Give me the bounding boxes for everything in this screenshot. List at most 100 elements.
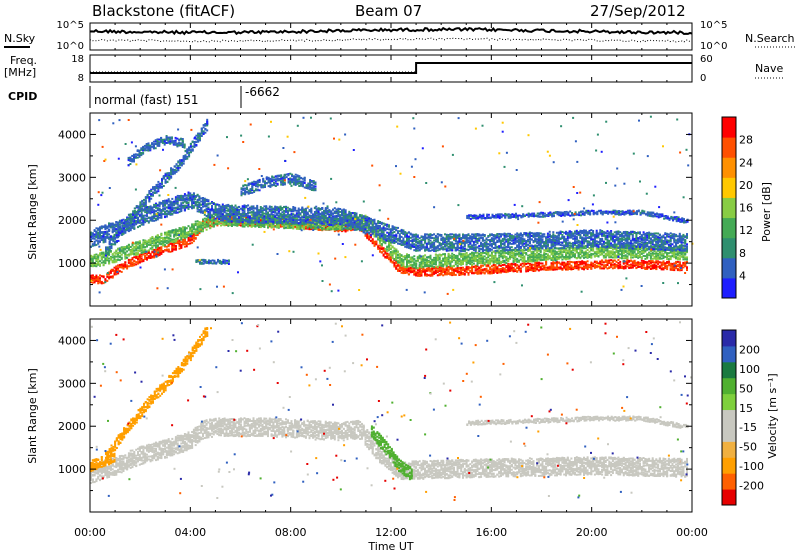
echo-cell [375, 243, 377, 245]
echo-cell [520, 270, 522, 272]
echo-cell [565, 267, 567, 269]
echo-cell [534, 256, 536, 258]
echo-cell [159, 243, 161, 245]
echo-cell [150, 254, 152, 256]
echo-cell [484, 272, 486, 274]
echo-cell [551, 265, 553, 267]
echo-cell [498, 269, 500, 271]
echo-cell [114, 267, 116, 269]
echo-cell [124, 261, 126, 263]
echo-cell [507, 260, 509, 262]
echo-cell [236, 224, 238, 226]
echo-cell [570, 261, 572, 263]
echo-cell [130, 265, 132, 267]
echo-cell [92, 279, 94, 281]
echo-cell [475, 267, 477, 269]
echo-cell [435, 264, 437, 266]
echo-cell [254, 225, 256, 227]
echo-cell [179, 230, 181, 232]
echo-cell [173, 240, 175, 242]
echo-cell [543, 254, 545, 256]
echo-cell [415, 275, 417, 277]
echo-cell [578, 261, 580, 263]
echo-cell [527, 255, 529, 257]
echo-cell [168, 237, 170, 239]
echo-cell [182, 236, 184, 238]
echo-cell [424, 270, 426, 272]
echo-cell [119, 256, 121, 258]
echo-cell [554, 255, 556, 257]
echo-cell [439, 266, 441, 268]
echo-cell [477, 264, 479, 266]
echo-cell [578, 269, 580, 271]
echo-cell [153, 242, 155, 244]
echo-cell [328, 219, 330, 221]
echo-cell [180, 241, 182, 243]
echo-cell [538, 266, 540, 268]
echo-cell [189, 237, 191, 239]
echo-cell [366, 236, 368, 238]
echo-cell [469, 267, 471, 269]
echo-cell [533, 251, 535, 253]
echo-cell [431, 265, 433, 267]
echo-cell [130, 252, 132, 254]
echo-cell [543, 259, 545, 261]
echo-cell [182, 234, 184, 236]
echo-cell [117, 259, 119, 261]
echo-cell [444, 264, 446, 266]
echo-cell [601, 260, 603, 262]
echo-cell [142, 260, 144, 262]
echo-cell [162, 238, 164, 240]
echo-cell [408, 265, 410, 267]
echo-cell [644, 267, 646, 269]
echo-cell [514, 264, 516, 266]
echo-cell [630, 265, 632, 267]
echo-cell [218, 221, 220, 223]
echo-cell [404, 255, 406, 257]
echo-cell [142, 244, 144, 246]
echo-cell [563, 266, 565, 268]
echo-cell [576, 267, 578, 269]
echo-cell [148, 240, 150, 242]
echo-cell [468, 259, 470, 261]
echo-cell [625, 267, 627, 269]
echo-cell [475, 258, 477, 260]
echo-cell [193, 231, 195, 233]
echo-cell [395, 268, 397, 270]
echo-cell [139, 240, 141, 242]
echo-cell [412, 264, 414, 266]
echo-cell [108, 263, 110, 265]
echo-cell [558, 255, 560, 257]
echo-cell [191, 233, 193, 235]
echo-cell [484, 255, 486, 257]
echo-cell [141, 259, 143, 261]
echo-cell [160, 253, 162, 255]
echo-cell [133, 249, 135, 251]
echo-cell [415, 263, 417, 265]
echo-cell [204, 222, 206, 224]
echo-cell [421, 270, 423, 272]
echo-cell [556, 258, 558, 260]
echo-cell [114, 270, 116, 272]
echo-cell [139, 261, 141, 263]
echo-cell [448, 273, 450, 275]
echo-cell [538, 259, 540, 261]
echo-cell [608, 259, 610, 261]
echo-cell [166, 246, 168, 248]
echo-cell [300, 226, 302, 228]
echo-cell [428, 268, 430, 270]
echo-cell [514, 253, 516, 255]
echo-cell [634, 265, 636, 267]
echo-cell [554, 267, 556, 269]
echo-cell [117, 252, 119, 254]
echo-cell [433, 259, 435, 261]
echo-cell [504, 256, 506, 258]
echo-cell [195, 237, 197, 239]
echo-cell [534, 266, 536, 268]
echo-cell [99, 253, 101, 255]
echo-cell [516, 264, 518, 266]
echo-cell [401, 260, 403, 262]
echo-cell [487, 253, 489, 255]
echo-cell [533, 253, 535, 255]
echo-cell [525, 266, 527, 268]
